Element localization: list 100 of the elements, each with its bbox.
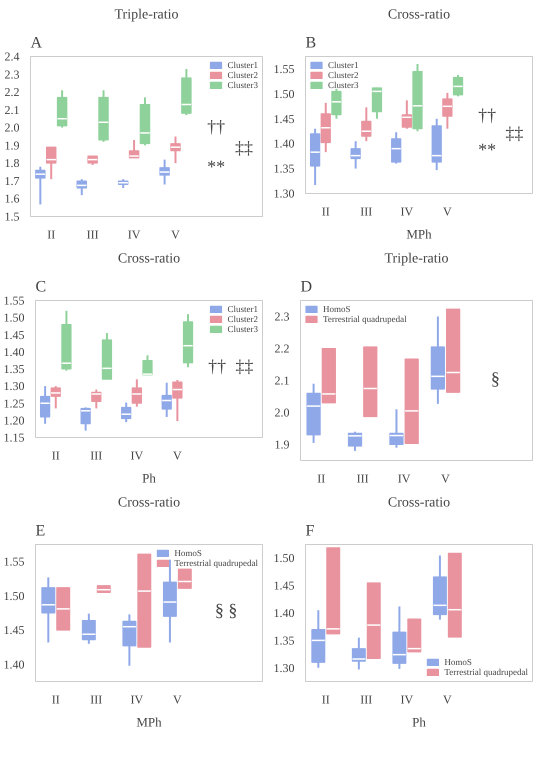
text: ** bbox=[207, 156, 226, 176]
x-tick-label: V bbox=[171, 228, 180, 242]
text: †† bbox=[207, 116, 226, 136]
y-tick-label: 1.45 bbox=[4, 328, 24, 342]
x-tick-label: V bbox=[173, 448, 182, 462]
y-tick-label: 1.7 bbox=[4, 174, 20, 188]
y-tick-label: 1.35 bbox=[274, 633, 294, 648]
y-tick-label: 1.45 bbox=[4, 623, 24, 638]
legend-label: Cluster1 bbox=[228, 60, 258, 70]
legend-label: Cluster2 bbox=[228, 70, 258, 80]
text: D bbox=[300, 278, 312, 296]
x-axis-title: Ph bbox=[142, 470, 156, 486]
legend-label: Terrestrial quadrupedal bbox=[444, 667, 528, 677]
x-tick-label: III bbox=[360, 692, 372, 706]
chart-title: Triple-ratio bbox=[114, 8, 179, 22]
y-tick-label: 2.0 bbox=[274, 406, 290, 420]
y-tick-label: 1.40 bbox=[4, 344, 24, 359]
y-tick-label: 1.50 bbox=[274, 86, 294, 101]
y-tick-label: 1.35 bbox=[4, 362, 24, 376]
text: ‡‡ bbox=[234, 137, 253, 158]
chart-title: Cross-ratio bbox=[388, 8, 450, 22]
text: § bbox=[490, 368, 500, 388]
x-axis-title: Ph bbox=[412, 714, 426, 730]
y-tick-label: 1.15 bbox=[4, 430, 24, 444]
y-tick-label: 1.55 bbox=[4, 294, 24, 308]
y-tick-label: 1.9 bbox=[4, 138, 20, 152]
y-tick-label: 1.40 bbox=[274, 606, 294, 620]
text: § § bbox=[214, 600, 238, 620]
x-tick-label: V bbox=[443, 692, 452, 706]
x-tick-label: IV bbox=[400, 692, 414, 706]
chart-title: Triple-ratio bbox=[384, 252, 449, 266]
text: F bbox=[306, 522, 314, 540]
text: ‡‡ bbox=[235, 356, 254, 376]
text: A bbox=[30, 34, 42, 52]
y-tick-label: 1.35 bbox=[274, 162, 294, 176]
x-tick-label: III bbox=[90, 448, 102, 462]
x-tick-label: II bbox=[322, 204, 330, 218]
y-tick-label: 1.8 bbox=[4, 156, 20, 170]
legend-label: Terrestrial quadrupedal bbox=[174, 558, 258, 568]
y-tick-label: 2.4 bbox=[4, 50, 20, 64]
legend-label: Cluster1 bbox=[328, 60, 358, 70]
x-tick-label: IV bbox=[130, 448, 144, 462]
legend-label: HomoS bbox=[444, 657, 472, 667]
chart-title: Cross-ratio bbox=[388, 496, 450, 510]
x-axis-title: MPh bbox=[406, 226, 432, 242]
chart-title: Cross-ratio bbox=[118, 252, 180, 266]
y-tick-label: 1.6 bbox=[4, 192, 20, 206]
legend-label: HomoS bbox=[323, 304, 351, 314]
y-tick-label: 1.55 bbox=[4, 554, 24, 569]
y-tick-label: 2.2 bbox=[4, 85, 20, 100]
text: †† bbox=[478, 105, 496, 125]
text: †† bbox=[208, 356, 226, 376]
y-tick-label: 1.40 bbox=[274, 136, 294, 151]
y-tick-label: 2.1 bbox=[274, 374, 290, 388]
x-tick-label: III bbox=[360, 204, 372, 218]
x-tick-label: IV bbox=[398, 472, 411, 486]
x-tick-label: IV bbox=[128, 228, 141, 242]
y-tick-label: 1.45 bbox=[274, 112, 294, 126]
legend-label: HomoS bbox=[174, 548, 202, 558]
y-tick-label: 1.5 bbox=[4, 210, 20, 224]
x-tick-label: V bbox=[173, 692, 182, 706]
x-tick-label: II bbox=[47, 228, 56, 242]
x-tick-label: II bbox=[52, 448, 60, 462]
y-tick-label: 1.50 bbox=[4, 588, 24, 603]
legend-label: Cluster2 bbox=[228, 314, 258, 324]
legend-label: Cluster2 bbox=[328, 70, 358, 80]
y-tick-label: 2.0 bbox=[4, 120, 20, 135]
text: B bbox=[306, 34, 316, 52]
x-tick-label: II bbox=[317, 472, 326, 486]
legend-label: Cluster3 bbox=[228, 80, 258, 90]
x-tick-label: V bbox=[443, 204, 452, 218]
y-tick-label: 1.25 bbox=[4, 396, 24, 410]
y-tick-label: 1.45 bbox=[274, 578, 294, 593]
x-tick-label: III bbox=[86, 228, 99, 242]
y-tick-label: 1.30 bbox=[274, 660, 294, 675]
legend-label: Cluster3 bbox=[228, 324, 258, 334]
text: C bbox=[36, 278, 46, 296]
x-tick-label: II bbox=[52, 692, 60, 706]
chart-title: Cross-ratio bbox=[118, 496, 180, 510]
y-tick-label: 1.50 bbox=[274, 551, 294, 566]
x-tick-label: V bbox=[441, 472, 450, 486]
x-axis-title: MPh bbox=[136, 714, 162, 730]
y-tick-label: 1.50 bbox=[4, 310, 24, 325]
y-tick-label: 2.2 bbox=[274, 342, 290, 356]
x-tick-label: III bbox=[356, 472, 369, 486]
y-tick-label: 1.20 bbox=[4, 413, 24, 428]
y-tick-label: 1.55 bbox=[274, 62, 294, 76]
legend-label: Terrestrial quadrupedal bbox=[323, 314, 407, 324]
x-tick-label: IV bbox=[130, 692, 144, 706]
text: ‡‡ bbox=[505, 122, 524, 143]
y-tick-label: 1.30 bbox=[274, 186, 294, 200]
x-tick-label: III bbox=[90, 692, 102, 706]
text: ** bbox=[478, 139, 496, 160]
x-tick-label: IV bbox=[400, 204, 414, 218]
y-tick-label: 1.30 bbox=[4, 379, 24, 394]
y-tick-label: 1.40 bbox=[4, 657, 24, 672]
y-tick-label: 2.1 bbox=[4, 102, 20, 117]
y-tick-label: 2.3 bbox=[274, 310, 290, 324]
text: E bbox=[36, 522, 46, 540]
legend-label: Cluster1 bbox=[228, 304, 258, 314]
